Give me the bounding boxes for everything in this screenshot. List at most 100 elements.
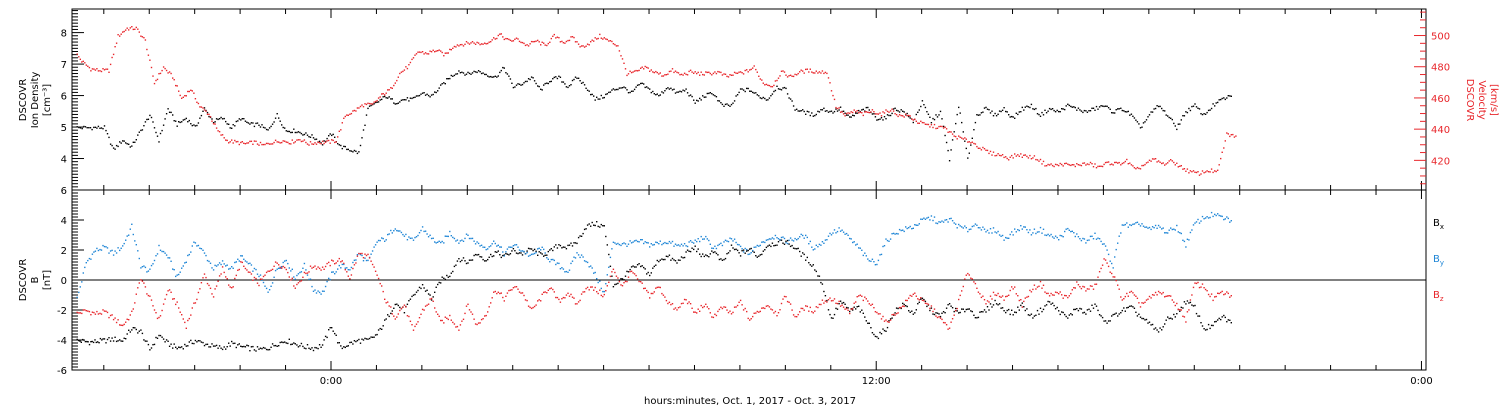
by-series-point	[1148, 226, 1151, 229]
velocity-series-point	[718, 71, 721, 73]
bx-series-point	[194, 339, 197, 342]
bz-series-point	[933, 308, 936, 310]
velocity-series-point	[664, 74, 666, 76]
density-series-point	[284, 127, 286, 129]
by-series-point	[485, 248, 487, 251]
density-series-point	[1221, 97, 1223, 100]
velocity-series-point	[826, 72, 828, 75]
velocity-series-point	[749, 69, 751, 71]
bx-series-point	[1003, 310, 1005, 312]
density-series-point	[293, 128, 295, 130]
velocity-series-point	[844, 115, 846, 117]
bx-series-point	[80, 341, 82, 343]
bz-series-point	[326, 262, 328, 265]
bx-series-point	[1227, 319, 1229, 321]
by-series-point	[1101, 243, 1104, 245]
density-series-point	[437, 90, 439, 92]
bz-series-point	[324, 265, 327, 268]
by-series-point	[703, 238, 705, 240]
density-series-point	[494, 75, 496, 77]
bx-series-point	[845, 306, 848, 309]
by-series-point	[1206, 216, 1208, 218]
bz-series-point	[474, 323, 477, 325]
bx-series-point	[544, 254, 546, 256]
by-series-point	[649, 246, 651, 248]
bfield-y-tick-label: -6	[57, 366, 67, 377]
by-series-point	[930, 215, 933, 217]
bz-series-point	[549, 288, 551, 290]
by-series-point	[496, 245, 498, 247]
velocity-series-point	[906, 115, 908, 117]
by-series-point	[802, 234, 804, 237]
bx-series-point	[803, 253, 805, 256]
velocity-series-point	[91, 68, 94, 70]
bx-series-point	[1095, 305, 1098, 307]
velocity-series-point	[1061, 163, 1063, 166]
velocity-series-point	[202, 107, 204, 109]
bz-series-point	[815, 306, 817, 308]
bz-series-point	[1156, 294, 1158, 296]
by-series-point	[702, 238, 704, 240]
bx-series-point	[1020, 304, 1022, 307]
density-series-point	[493, 76, 495, 78]
density-series-point	[620, 87, 622, 89]
density-series-point	[1150, 111, 1152, 113]
by-series-point	[762, 241, 764, 243]
by-series-point	[477, 242, 480, 245]
by-series-point	[308, 278, 310, 281]
bx-series-point	[444, 278, 446, 281]
bz-series-point	[467, 303, 469, 305]
by-series-point	[833, 229, 836, 231]
by-series-point	[1142, 225, 1145, 227]
density-series-point	[491, 76, 493, 78]
bz-series-point	[1195, 282, 1198, 285]
by-series-point	[100, 249, 103, 251]
bx-series-point	[1089, 310, 1092, 312]
bz-series-point	[312, 266, 315, 268]
bz-series-point	[727, 311, 730, 314]
bx-series-point	[1188, 302, 1190, 304]
bz-series-point	[393, 315, 395, 317]
by-series-point	[1005, 236, 1007, 239]
bx-series-point	[427, 293, 430, 295]
bz-series-point	[250, 273, 253, 275]
bx-series-point	[464, 260, 466, 262]
bz-series-point	[723, 306, 725, 308]
velocity-series-point	[1005, 156, 1007, 158]
bz-series-point	[809, 306, 811, 309]
velocity-series-point	[441, 51, 443, 54]
by-series-point	[511, 246, 513, 248]
velocity-series-point	[811, 71, 813, 73]
bz-series-point	[812, 312, 814, 314]
bz-series-point	[1085, 290, 1087, 292]
velocity-series-point	[720, 71, 722, 74]
bx-series-point	[1103, 320, 1105, 322]
bx-series-point	[1164, 323, 1166, 325]
bx-series-point	[471, 259, 474, 261]
bz-series-point	[1021, 306, 1023, 308]
velocity-series-point	[1232, 133, 1234, 136]
density-series-point	[938, 114, 940, 116]
bz-series-point	[147, 294, 150, 297]
by-series-point	[724, 239, 727, 241]
bx-series-point	[992, 304, 995, 306]
by-series-point	[962, 227, 964, 229]
density-series-point	[1012, 116, 1014, 118]
bz-series-point	[818, 303, 821, 306]
velocity-series-point	[168, 71, 171, 73]
bz-series-point	[1204, 288, 1207, 291]
bx-series-point	[1159, 327, 1161, 329]
bx-series-point	[968, 308, 970, 310]
density-series-point	[471, 72, 474, 74]
bz-series-point	[902, 305, 904, 307]
density-series-point	[1133, 117, 1136, 119]
bz-series-point	[190, 314, 192, 316]
velocity-series-point	[172, 77, 174, 79]
bx-series-point	[1014, 311, 1016, 313]
bz-series-point	[205, 276, 207, 279]
velocity-series-point	[788, 75, 790, 77]
bz-series-point	[1121, 299, 1123, 301]
velocity-series-point	[1041, 163, 1043, 165]
bz-series-point	[1068, 295, 1070, 297]
bz-series-point	[1186, 311, 1189, 313]
